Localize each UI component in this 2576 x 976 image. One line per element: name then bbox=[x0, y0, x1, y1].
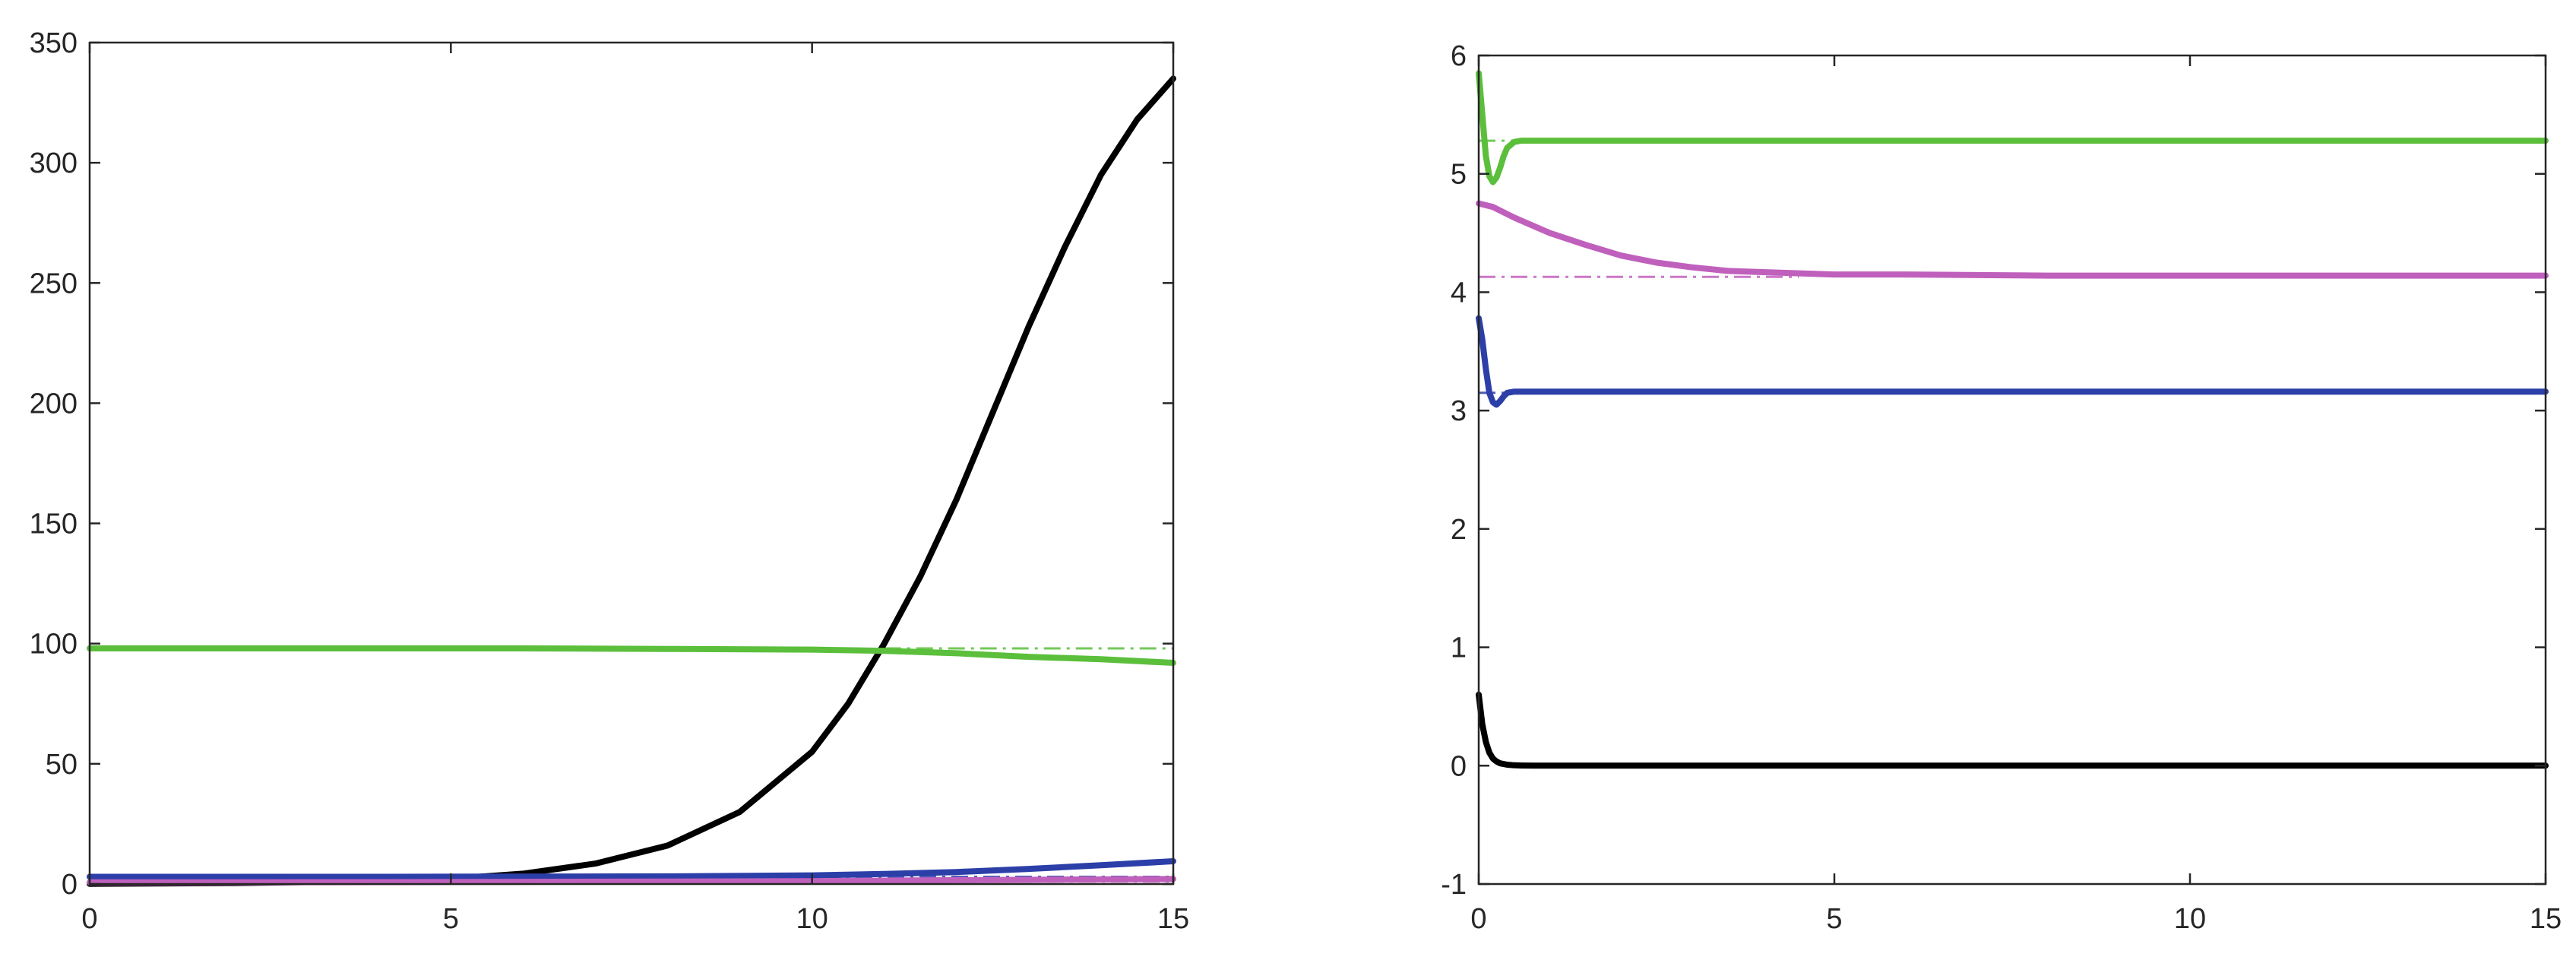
y-tick-label: 350 bbox=[30, 27, 78, 59]
series-line-1 bbox=[87, 645, 1176, 666]
y-tick-label: 6 bbox=[1451, 40, 1467, 72]
series-line-0 bbox=[87, 75, 1176, 887]
x-tick-label: 10 bbox=[2174, 903, 2206, 935]
x-tick-label: 15 bbox=[1157, 903, 1189, 935]
y-tick-label: 5 bbox=[1451, 159, 1467, 191]
y-tick-label: 3 bbox=[1451, 395, 1467, 427]
x-tick-label: 5 bbox=[1826, 903, 1842, 935]
x-tick-label: 15 bbox=[2530, 903, 2562, 935]
axes-frame bbox=[88, 41, 1175, 886]
y-tick-label: 4 bbox=[1451, 277, 1467, 309]
series-line-4 bbox=[1476, 315, 2549, 408]
y-tick-label: 100 bbox=[30, 629, 78, 661]
y-tick-label: 1 bbox=[1451, 632, 1467, 664]
y-tick-label: 50 bbox=[46, 749, 78, 781]
y-tick-label: 0 bbox=[1451, 750, 1467, 782]
y-tick-label: -1 bbox=[1441, 869, 1467, 901]
y-tick-label: 250 bbox=[30, 268, 78, 299]
x-tick-label: 0 bbox=[81, 903, 97, 935]
axes-frame bbox=[1477, 54, 2547, 886]
x-tick-label: 5 bbox=[443, 903, 459, 935]
series-line-3 bbox=[87, 858, 1176, 880]
y-tick-label: 150 bbox=[30, 509, 78, 540]
series-line-6 bbox=[1476, 691, 2549, 769]
x-tick-label: 0 bbox=[1470, 903, 1486, 935]
series-line-0 bbox=[1476, 70, 2549, 185]
y-tick-label: 2 bbox=[1451, 514, 1467, 546]
series-line-2 bbox=[1476, 200, 2549, 279]
series-line-4 bbox=[87, 876, 1176, 886]
x-tick-label: 10 bbox=[796, 903, 828, 935]
y-tick-label: 300 bbox=[30, 147, 78, 179]
y-tick-label: 0 bbox=[62, 869, 78, 901]
y-tick-label: 200 bbox=[30, 388, 78, 420]
